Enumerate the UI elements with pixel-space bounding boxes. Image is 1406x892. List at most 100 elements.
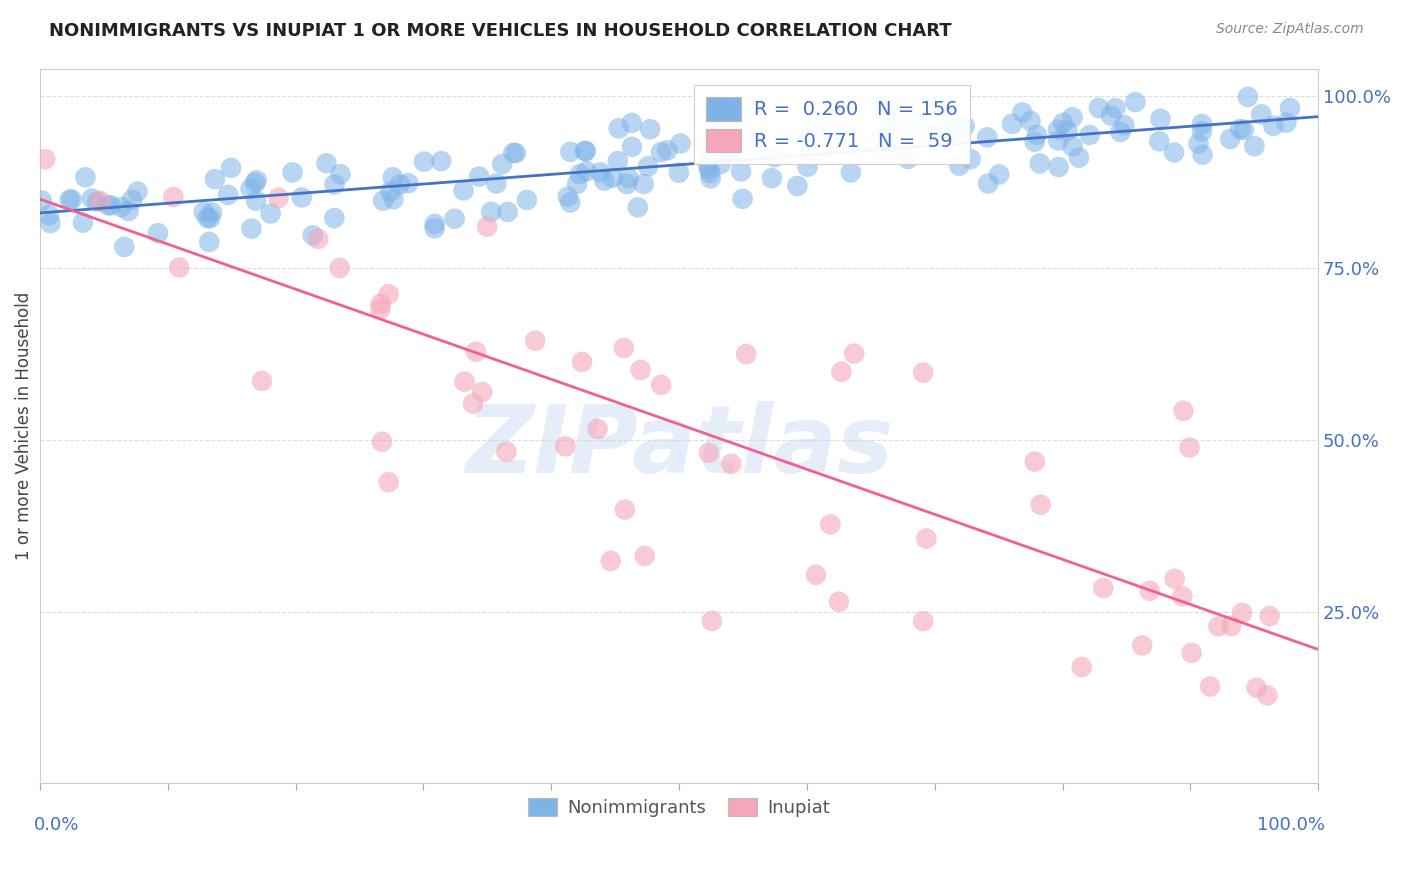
Point	[1191, 117, 1213, 131]
Point	[1243, 139, 1265, 153]
Point	[571, 355, 593, 369]
Point	[599, 554, 621, 568]
Point	[575, 164, 598, 178]
Point	[86, 194, 108, 209]
Point	[1208, 619, 1230, 633]
Point	[700, 614, 723, 628]
Point	[34, 152, 56, 166]
Point	[699, 166, 721, 180]
Point	[554, 439, 576, 453]
Point	[502, 145, 524, 160]
Point	[589, 165, 612, 179]
Point	[735, 347, 758, 361]
Point	[381, 170, 404, 185]
Point	[620, 116, 643, 130]
Point	[121, 193, 143, 207]
Point	[565, 177, 588, 191]
Point	[1078, 128, 1101, 142]
Point	[915, 532, 938, 546]
Point	[633, 177, 655, 191]
Point	[1181, 646, 1204, 660]
Point	[204, 172, 226, 186]
Point	[377, 475, 399, 490]
Point	[920, 126, 942, 140]
Point	[1220, 619, 1243, 633]
Point	[806, 121, 828, 136]
Point	[1029, 156, 1052, 170]
Point	[1139, 583, 1161, 598]
Point	[329, 260, 352, 275]
Point	[329, 167, 352, 181]
Point	[246, 173, 269, 187]
Point	[97, 198, 120, 212]
Point	[468, 169, 491, 184]
Point	[380, 185, 402, 199]
Point	[1025, 128, 1047, 142]
Point	[117, 204, 139, 219]
Point	[31, 194, 53, 208]
Point	[560, 145, 582, 159]
Point	[953, 119, 976, 133]
Point	[1099, 109, 1122, 123]
Point	[1178, 441, 1201, 455]
Point	[721, 145, 744, 159]
Point	[668, 166, 690, 180]
Point	[461, 396, 484, 410]
Point	[1123, 95, 1146, 109]
Point	[193, 205, 215, 219]
Point	[696, 137, 718, 152]
Text: 0.0%: 0.0%	[34, 815, 79, 834]
Point	[413, 154, 436, 169]
Point	[1114, 118, 1136, 132]
Point	[976, 130, 998, 145]
Point	[627, 200, 650, 214]
Point	[620, 140, 643, 154]
Point	[1250, 107, 1272, 121]
Point	[1011, 105, 1033, 120]
Point	[524, 334, 547, 348]
Point	[912, 366, 935, 380]
Point	[1092, 581, 1115, 595]
Point	[1233, 123, 1256, 137]
Point	[613, 502, 636, 516]
Point	[89, 194, 111, 208]
Point	[323, 211, 346, 225]
Point	[828, 595, 851, 609]
Point	[239, 182, 262, 196]
Point	[844, 346, 866, 360]
Point	[568, 167, 591, 181]
Point	[1219, 132, 1241, 146]
Point	[100, 198, 122, 212]
Point	[1052, 116, 1074, 130]
Point	[1019, 114, 1042, 128]
Point	[697, 446, 720, 460]
Point	[602, 170, 624, 185]
Point	[839, 165, 862, 179]
Point	[371, 194, 394, 208]
Point	[219, 161, 242, 175]
Point	[491, 157, 513, 171]
Point	[382, 192, 405, 206]
Point	[1046, 122, 1069, 136]
Point	[443, 211, 465, 226]
Point	[1163, 572, 1185, 586]
Point	[1187, 136, 1209, 151]
Point	[731, 192, 754, 206]
Point	[39, 216, 62, 230]
Point	[1229, 122, 1251, 136]
Point	[243, 176, 266, 190]
Point	[820, 517, 842, 532]
Point	[1056, 124, 1078, 138]
Point	[650, 377, 672, 392]
Point	[475, 219, 498, 234]
Point	[897, 152, 920, 166]
Point	[307, 232, 329, 246]
Point	[1070, 660, 1092, 674]
Point	[371, 434, 394, 449]
Point	[162, 190, 184, 204]
Point	[1104, 101, 1126, 115]
Point	[879, 114, 901, 128]
Point	[720, 457, 742, 471]
Point	[901, 113, 924, 128]
Point	[112, 240, 135, 254]
